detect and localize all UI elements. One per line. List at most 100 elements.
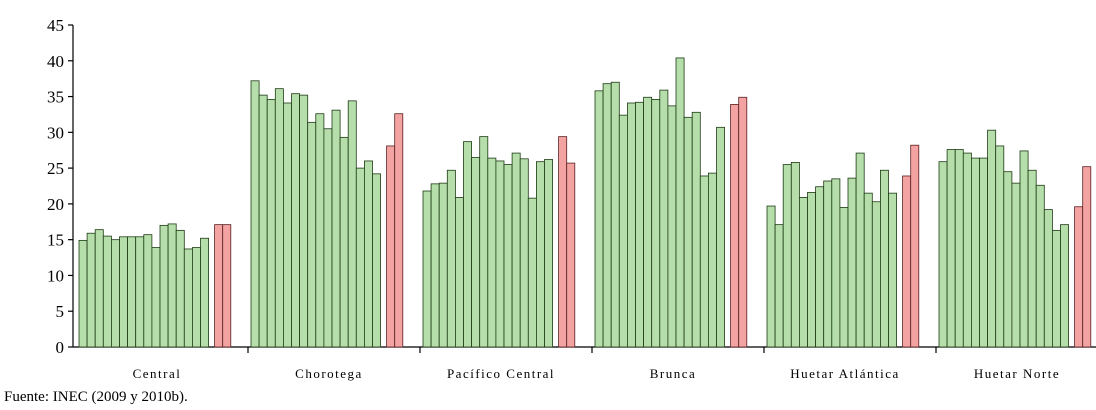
bar	[708, 172, 717, 348]
bar	[339, 136, 349, 348]
x-axis	[73, 346, 1096, 353]
bar	[315, 113, 325, 348]
bar-group	[594, 57, 748, 348]
bar	[1019, 150, 1029, 348]
bar	[790, 161, 800, 348]
bar	[274, 88, 284, 348]
bar	[880, 169, 889, 348]
bar	[495, 160, 505, 348]
bar	[471, 156, 481, 348]
bar	[266, 99, 276, 348]
bar	[86, 232, 96, 348]
bar	[831, 178, 841, 348]
bar	[127, 236, 137, 348]
bar-highlight	[730, 104, 740, 348]
y-tick-label: 5	[56, 302, 65, 321]
bar	[643, 96, 653, 348]
bar	[94, 229, 104, 348]
bar	[610, 81, 620, 348]
bar	[823, 180, 833, 348]
bar-highlight	[1074, 206, 1084, 348]
bar-highlight	[1082, 166, 1092, 348]
y-tick-label: 40	[47, 52, 64, 71]
bar	[307, 121, 317, 348]
bar	[119, 236, 129, 348]
bar	[1003, 171, 1013, 348]
bar	[143, 234, 153, 348]
y-tick-label: 20	[47, 195, 64, 214]
bar	[323, 128, 333, 348]
bar	[250, 80, 260, 348]
bar	[1052, 229, 1061, 348]
bar	[438, 182, 448, 348]
bar	[774, 224, 784, 348]
bar	[651, 99, 661, 348]
bar	[463, 141, 473, 348]
bar	[355, 167, 365, 348]
category-label: Huetar Norte	[974, 366, 1060, 381]
y-tick-label: 15	[47, 231, 64, 250]
bar	[372, 173, 382, 348]
source-note: Fuente: INEC (2009 y 2010b).	[4, 389, 188, 405]
bar	[995, 145, 1005, 348]
bar	[1060, 224, 1070, 348]
bar	[487, 157, 497, 348]
bar	[807, 192, 817, 348]
bar-highlight	[214, 224, 224, 348]
bar	[422, 190, 432, 348]
category-label: Central	[133, 366, 182, 381]
bar	[102, 235, 112, 348]
bar	[454, 197, 464, 348]
bar	[782, 164, 792, 348]
bar	[536, 161, 545, 348]
category-label: Brunca	[650, 366, 697, 381]
bar	[683, 116, 693, 348]
bar	[847, 177, 857, 348]
bar	[1043, 209, 1053, 348]
bar	[159, 224, 169, 348]
bar	[667, 105, 677, 348]
bar	[299, 94, 309, 348]
bar	[855, 152, 865, 348]
category-label: Pacífico Central	[447, 366, 555, 381]
bar	[167, 223, 177, 348]
bar	[1011, 182, 1021, 348]
bar-highlight	[394, 113, 404, 348]
bar	[1027, 169, 1037, 348]
bar	[946, 149, 956, 348]
bar	[503, 164, 513, 348]
bar	[111, 239, 120, 348]
bar	[699, 175, 709, 348]
bar-group	[938, 129, 1092, 348]
bar-highlight	[558, 136, 568, 348]
bar	[446, 169, 456, 348]
bar	[183, 248, 193, 348]
bar	[954, 149, 964, 348]
bar-group	[766, 144, 920, 348]
bar	[863, 192, 873, 348]
bar	[871, 201, 881, 348]
bar	[430, 183, 440, 348]
y-tick-label: 35	[47, 88, 64, 107]
bar	[511, 152, 521, 348]
y-tick-label: 10	[47, 266, 64, 285]
bar	[282, 102, 292, 348]
bar	[479, 136, 489, 348]
bar-highlight	[902, 175, 912, 348]
bar	[594, 90, 604, 348]
bar	[175, 229, 185, 348]
bar	[200, 237, 210, 348]
bar	[627, 102, 636, 348]
bar	[659, 89, 669, 348]
bar-group	[78, 223, 232, 348]
bar	[1035, 184, 1045, 348]
bar	[766, 205, 776, 348]
bar	[635, 101, 645, 348]
y-tick-label: 25	[47, 159, 64, 178]
y-tick-label: 30	[47, 123, 64, 142]
bar	[258, 94, 268, 348]
bar	[888, 192, 898, 348]
bar	[815, 186, 825, 348]
bar-highlight	[386, 145, 396, 348]
